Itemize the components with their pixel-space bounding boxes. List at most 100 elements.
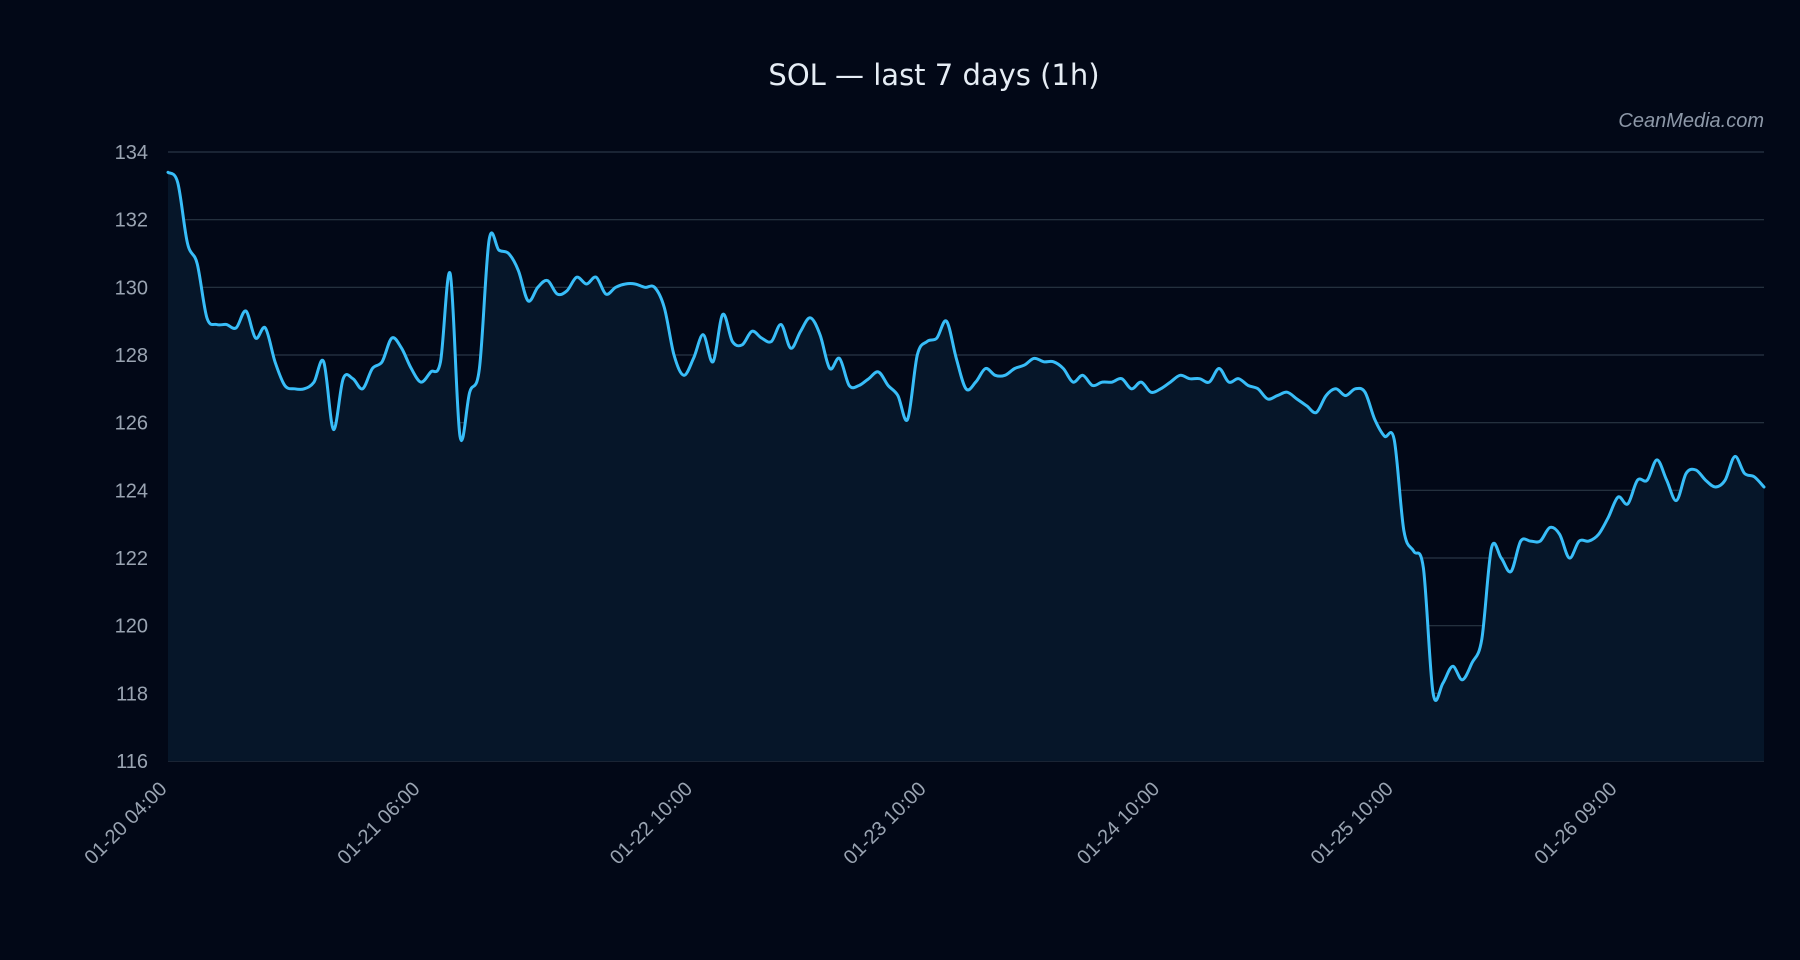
data-point-124	[1373, 417, 1377, 421]
data-point-73	[876, 370, 880, 374]
data-point-137	[1499, 556, 1503, 560]
data-point-92	[1061, 367, 1065, 371]
data-point-8	[244, 309, 248, 313]
data-point-35	[507, 252, 511, 256]
y-tick-label: 120	[115, 616, 148, 638]
data-point-11	[273, 360, 277, 364]
y-tick-label: 132	[115, 210, 148, 232]
data-point-156	[1684, 471, 1688, 475]
data-point-42	[575, 275, 579, 279]
data-point-161	[1733, 455, 1737, 459]
data-point-143	[1558, 532, 1562, 536]
data-point-23	[390, 336, 394, 340]
data-point-125	[1383, 434, 1387, 438]
data-point-84	[984, 367, 988, 371]
data-point-115	[1285, 390, 1289, 394]
data-point-1	[176, 181, 180, 185]
data-point-39	[546, 279, 550, 283]
data-point-119	[1324, 394, 1328, 398]
data-point-0	[166, 170, 170, 174]
data-point-21	[370, 367, 374, 371]
x-tick-label: 01-23 10:00	[840, 778, 931, 869]
data-point-18	[341, 377, 345, 381]
data-point-63	[779, 323, 783, 327]
data-point-16	[322, 360, 326, 364]
data-point-159	[1713, 485, 1717, 489]
x-tick-label: 01-24 10:00	[1073, 778, 1164, 869]
data-point-148	[1606, 515, 1610, 519]
data-point-95	[1091, 384, 1095, 388]
data-point-67	[818, 333, 822, 337]
data-point-80	[945, 319, 949, 323]
data-point-30	[458, 434, 462, 438]
data-point-33	[487, 238, 491, 242]
data-point-116	[1295, 397, 1299, 401]
data-point-45	[604, 292, 608, 296]
data-point-131	[1441, 681, 1445, 685]
data-point-19	[351, 377, 355, 381]
data-point-2	[186, 241, 190, 245]
data-point-155	[1674, 499, 1678, 503]
data-point-88	[1022, 363, 1026, 367]
data-point-14	[302, 387, 306, 391]
data-point-158	[1704, 478, 1708, 482]
data-point-109	[1227, 380, 1231, 384]
data-point-68	[828, 367, 832, 371]
y-tick-label: 122	[115, 548, 148, 570]
data-point-75	[896, 394, 900, 398]
data-point-121	[1344, 394, 1348, 398]
data-point-129	[1421, 566, 1425, 570]
x-tick-label: 01-25 10:00	[1307, 778, 1398, 869]
data-point-6	[224, 323, 228, 327]
data-point-81	[954, 356, 958, 360]
data-point-89	[1032, 356, 1036, 360]
data-point-13	[293, 387, 297, 391]
y-tick-label: 126	[115, 413, 148, 435]
data-point-64	[789, 346, 793, 350]
data-point-52	[672, 353, 676, 357]
data-point-29	[448, 272, 452, 276]
data-point-114	[1275, 394, 1279, 398]
data-point-65	[799, 329, 803, 333]
data-point-56	[711, 360, 715, 364]
series-line	[166, 170, 1766, 702]
data-point-49	[643, 285, 647, 289]
data-point-43	[585, 282, 589, 286]
y-tick-label: 134	[115, 142, 148, 164]
data-point-76	[906, 417, 910, 421]
y-tick-label: 128	[115, 345, 148, 367]
data-point-134	[1470, 661, 1474, 665]
data-point-132	[1451, 664, 1455, 668]
data-point-100	[1139, 380, 1143, 384]
data-point-157	[1694, 468, 1698, 472]
data-point-82	[964, 387, 968, 391]
data-point-146	[1587, 539, 1591, 543]
data-point-41	[565, 289, 569, 293]
data-point-28	[439, 360, 443, 364]
data-point-126	[1392, 438, 1396, 442]
data-point-26	[419, 380, 423, 384]
y-tick-label: 124	[115, 480, 148, 502]
data-point-163	[1752, 475, 1756, 479]
data-point-154	[1665, 478, 1669, 482]
x-axis-ticks: 01-20 04:00 01-21 06:00 01-22 10:00 01-23 1…	[80, 778, 1621, 869]
data-point-97	[1110, 380, 1114, 384]
data-point-101	[1149, 390, 1153, 394]
data-point-24	[400, 346, 404, 350]
data-point-71	[857, 384, 861, 388]
data-point-135	[1480, 637, 1484, 641]
data-point-69	[838, 356, 842, 360]
data-point-118	[1314, 411, 1318, 415]
data-point-103	[1168, 380, 1172, 384]
data-point-61	[760, 336, 764, 340]
data-point-10	[263, 326, 267, 330]
data-point-105	[1188, 377, 1192, 381]
data-point-130	[1431, 691, 1435, 695]
data-point-31	[468, 390, 472, 394]
data-point-106	[1198, 377, 1202, 381]
data-point-152	[1645, 478, 1649, 482]
data-point-20	[361, 387, 365, 391]
watermark: CeanMedia.com	[1618, 110, 1764, 132]
data-point-149	[1616, 495, 1620, 499]
